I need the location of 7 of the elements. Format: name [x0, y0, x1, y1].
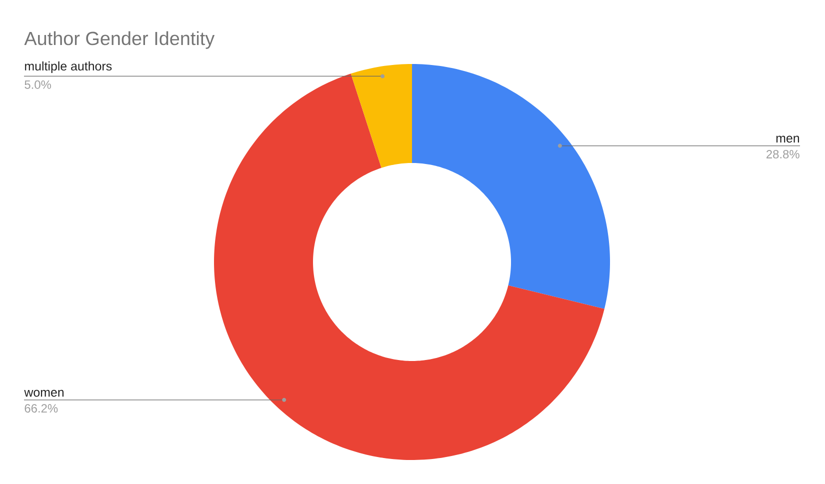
slice-label: men	[776, 136, 799, 143]
data-label: 66.2%	[24, 404, 58, 413]
data-label: 28.8%	[766, 150, 800, 158]
data-label: 5.0%	[24, 80, 52, 89]
slice-label: women	[24, 390, 64, 397]
slice-label: multiple authors	[25, 61, 112, 74]
chart-title: Author Gender Identity	[24, 31, 215, 49]
